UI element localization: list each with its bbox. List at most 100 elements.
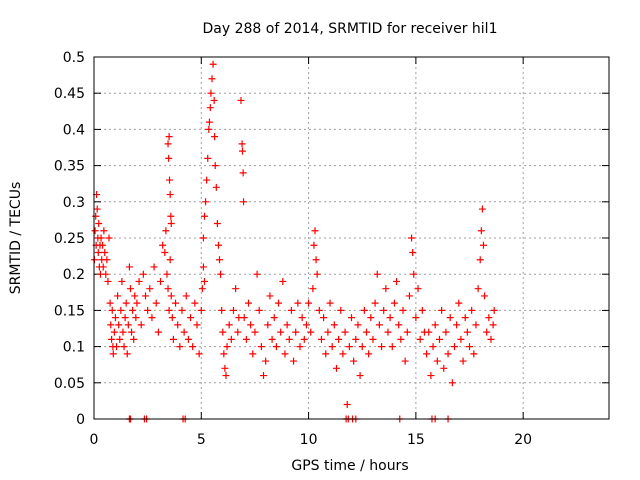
data-point (123, 350, 131, 358)
data-point (328, 343, 336, 351)
y-tick-label: 0.25 (54, 231, 85, 247)
data-point (180, 328, 188, 336)
data-point (470, 350, 478, 358)
data-point (157, 277, 165, 285)
data-point (302, 321, 310, 329)
data-point (220, 350, 228, 358)
data-point (195, 350, 203, 358)
data-point (100, 227, 108, 235)
data-point (109, 350, 117, 358)
data-point (104, 277, 112, 285)
data-point (165, 133, 173, 141)
data-point (287, 306, 295, 314)
data-point (312, 256, 320, 264)
y-tick-label: 0.2 (63, 267, 85, 283)
data-point (438, 306, 446, 314)
data-point (423, 350, 431, 358)
y-tick-label: 0 (76, 412, 85, 428)
data-point (124, 321, 132, 329)
data-point (305, 299, 313, 307)
x-tick-label: 15 (407, 432, 425, 448)
chart-title: Day 288 of 2014, SRMTID for receiver hil… (203, 21, 498, 37)
data-point (165, 154, 173, 162)
data-point (350, 357, 358, 365)
data-point (339, 350, 347, 358)
data-point (144, 306, 152, 314)
data-point (367, 314, 375, 322)
data-point (205, 118, 213, 126)
data-point (397, 335, 405, 343)
data-point (281, 350, 289, 358)
data-point (176, 343, 184, 351)
data-point (119, 328, 127, 336)
data-point (474, 285, 482, 293)
data-point (205, 125, 213, 133)
data-point (260, 372, 268, 380)
data-point (275, 299, 283, 307)
data-point (114, 292, 122, 300)
data-point (108, 306, 116, 314)
data-point (399, 306, 407, 314)
data-point (300, 335, 308, 343)
data-point (410, 270, 418, 278)
y-tick-label: 0.35 (54, 159, 85, 175)
data-point (159, 241, 167, 249)
data-point (117, 306, 125, 314)
data-point (193, 321, 201, 329)
data-point (204, 154, 212, 162)
data-point (165, 306, 173, 314)
data-point (202, 198, 210, 206)
data-point (121, 314, 129, 322)
data-point (212, 183, 220, 191)
data-point (164, 140, 172, 148)
data-point (317, 335, 325, 343)
data-point (416, 335, 424, 343)
data-point (166, 176, 174, 184)
data-point (238, 147, 246, 155)
data-point (375, 321, 383, 329)
y-tick-label: 0.15 (54, 303, 85, 319)
data-point (105, 234, 113, 242)
data-point (390, 299, 398, 307)
data-point (174, 321, 182, 329)
data-point (234, 328, 242, 336)
data-point (435, 335, 443, 343)
y-axis-label: SRMTID / TECUs (8, 182, 24, 295)
data-point (296, 343, 304, 351)
data-point (478, 205, 486, 213)
data-point (197, 306, 205, 314)
data-point (341, 328, 349, 336)
y-tick-label: 0.05 (54, 376, 85, 392)
data-point (298, 314, 306, 322)
grid (94, 57, 609, 419)
data-point (294, 299, 302, 307)
data-point (315, 306, 323, 314)
data-point (255, 306, 263, 314)
data-point (189, 343, 197, 351)
data-point (167, 212, 175, 220)
data-point (213, 220, 221, 228)
data-point (247, 321, 255, 329)
data-point (479, 241, 487, 249)
data-point (223, 343, 231, 351)
data-point (332, 364, 340, 372)
data-point (120, 343, 128, 351)
data-point (221, 364, 229, 372)
data-point (166, 256, 174, 264)
data-point (125, 263, 133, 271)
data-point (463, 328, 471, 336)
data-point (187, 314, 195, 322)
data-point (335, 335, 343, 343)
data-point (386, 314, 394, 322)
data-point (217, 270, 225, 278)
data-point (107, 321, 115, 329)
data-point (92, 212, 100, 220)
data-point (133, 299, 141, 307)
data-point (345, 343, 353, 351)
data-point (93, 205, 101, 213)
data-point (257, 343, 265, 351)
data-point (380, 306, 388, 314)
data-point (290, 357, 298, 365)
data-point (388, 343, 396, 351)
data-point (115, 321, 123, 329)
